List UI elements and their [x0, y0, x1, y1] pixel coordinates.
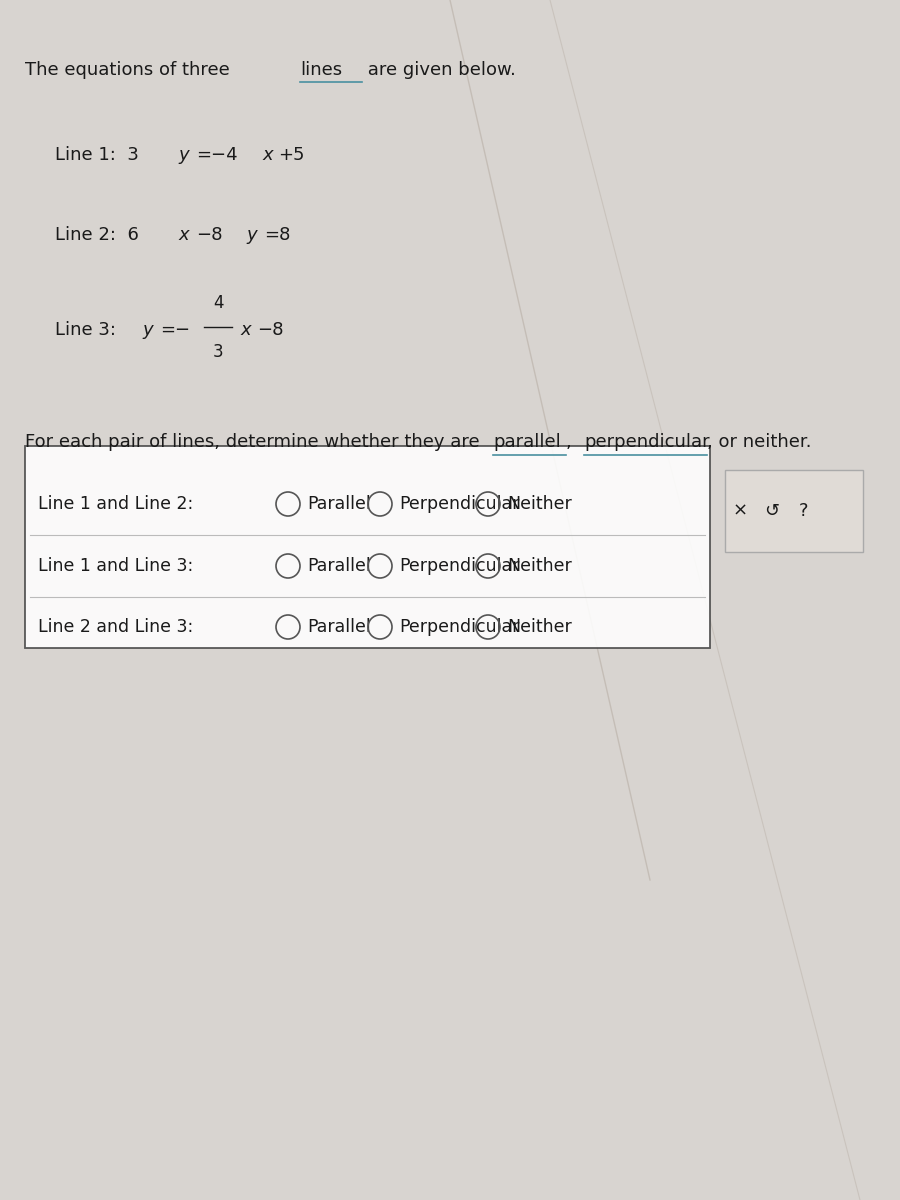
Text: Neither: Neither — [507, 618, 572, 636]
Text: ?: ? — [799, 502, 809, 520]
Text: Perpendicular: Perpendicular — [399, 557, 519, 575]
Text: y: y — [142, 322, 153, 340]
Text: −8: −8 — [196, 226, 222, 244]
Text: 4: 4 — [212, 294, 223, 312]
Text: Line 1 and Line 3:: Line 1 and Line 3: — [38, 557, 194, 575]
FancyBboxPatch shape — [725, 470, 863, 552]
Text: −8: −8 — [257, 322, 284, 340]
Text: y: y — [246, 226, 256, 244]
Text: The equations of three: The equations of three — [25, 61, 236, 79]
Text: ↺: ↺ — [764, 502, 779, 520]
Text: Neither: Neither — [507, 557, 572, 575]
Text: Line 2 and Line 3:: Line 2 and Line 3: — [38, 618, 194, 636]
Text: Parallel: Parallel — [307, 494, 371, 514]
Text: parallel: parallel — [493, 433, 561, 451]
Text: x: x — [262, 146, 273, 164]
Text: Neither: Neither — [507, 494, 572, 514]
Text: Line 2:  6: Line 2: 6 — [55, 226, 139, 244]
Text: Perpendicular: Perpendicular — [399, 618, 519, 636]
Text: Parallel: Parallel — [307, 557, 371, 575]
Text: =−: =− — [160, 322, 190, 340]
Text: Line 3:: Line 3: — [55, 322, 128, 340]
FancyBboxPatch shape — [25, 446, 710, 648]
Text: x: x — [178, 226, 189, 244]
Text: +5: +5 — [278, 146, 304, 164]
Text: perpendicular: perpendicular — [584, 433, 709, 451]
Text: Parallel: Parallel — [307, 618, 371, 636]
Text: =−4: =−4 — [196, 146, 238, 164]
Text: Line 1 and Line 2:: Line 1 and Line 2: — [38, 494, 194, 514]
Text: =8: =8 — [264, 226, 291, 244]
Text: For each pair of lines, determine whether they are: For each pair of lines, determine whethe… — [25, 433, 485, 451]
Text: , or neither.: , or neither. — [707, 433, 812, 451]
Text: 3: 3 — [212, 343, 223, 361]
Text: are given below.: are given below. — [362, 61, 516, 79]
Text: x: x — [240, 322, 250, 340]
Text: ×: × — [733, 502, 748, 520]
Text: ,: , — [566, 433, 578, 451]
Text: Line 1:  3: Line 1: 3 — [55, 146, 139, 164]
Text: y: y — [178, 146, 189, 164]
Text: Perpendicular: Perpendicular — [399, 494, 519, 514]
Text: lines: lines — [300, 61, 342, 79]
